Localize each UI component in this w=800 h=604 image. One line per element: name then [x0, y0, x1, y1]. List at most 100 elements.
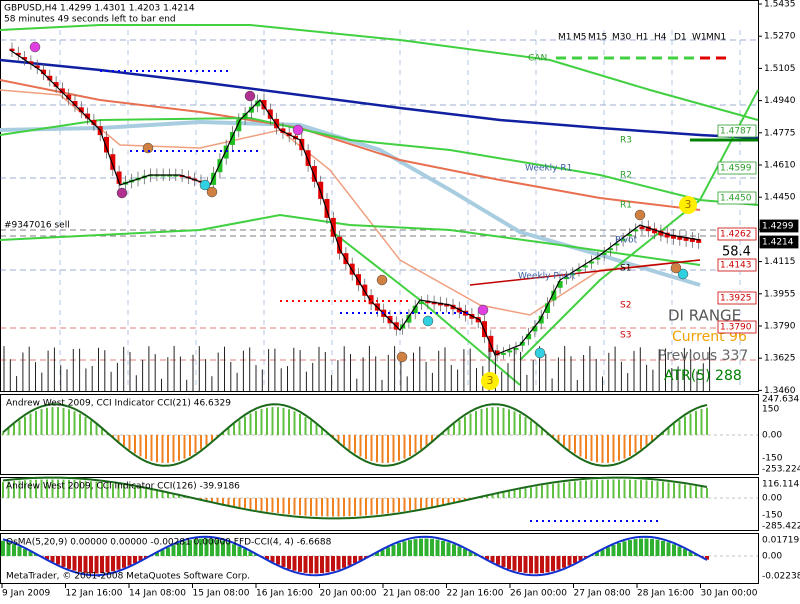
indicator-axis-label: 150 [762, 405, 779, 415]
dot-level [214, 150, 216, 152]
dot-level [394, 300, 396, 302]
candle-body [538, 315, 544, 324]
candle-body [658, 230, 664, 236]
dot-level [196, 70, 198, 72]
candle-body [664, 232, 670, 238]
dot-level [632, 520, 634, 522]
timeframe-button[interactable]: M1 [558, 33, 572, 43]
timeframe-button[interactable]: M15 [588, 33, 607, 43]
candle-body [519, 341, 525, 346]
candle-body [311, 166, 317, 182]
price-tag: 1.4214 [762, 238, 794, 248]
candle-body [223, 145, 229, 159]
dot-level [184, 70, 186, 72]
dot-level [220, 70, 222, 72]
candle-body [526, 333, 532, 340]
dot-level [310, 300, 312, 302]
r2-label: R2 [620, 171, 632, 181]
candle-body [211, 172, 217, 185]
candle-body [545, 303, 550, 313]
candle-body [337, 236, 343, 254]
timeframe-button[interactable]: M5 [573, 33, 587, 43]
range-title: DI RANGE [668, 307, 741, 325]
candle-body [28, 61, 34, 64]
dot-level [166, 70, 168, 72]
timeframe-button[interactable]: D1 [674, 33, 687, 43]
candle-body [22, 57, 28, 60]
price-label: 1.5435 [764, 0, 796, 10]
dot-level [584, 520, 586, 522]
price-tag: 1.4787 [720, 127, 752, 137]
dot-level [370, 300, 372, 302]
dot-level [424, 312, 426, 314]
dot-level [608, 520, 610, 522]
timeframe-button[interactable]: H4 [654, 33, 667, 43]
dot-level [292, 300, 294, 302]
indicator-title: Andrew West 2009, CCI Indicator CCI(21) … [6, 399, 231, 409]
candle-body [116, 171, 122, 184]
pivot-label: Pivot [615, 236, 638, 246]
footer: MetaTrader, © 2001-2008 MetaQuotes Softw… [6, 572, 250, 582]
dot-level [220, 150, 222, 152]
candle-body [419, 302, 424, 305]
dot-level [454, 312, 456, 314]
candle-body [551, 290, 557, 301]
candle-body [677, 235, 683, 240]
signal-marker [670, 262, 682, 274]
indicator-line [2, 535, 708, 577]
dot-level [136, 150, 138, 152]
dot-level [638, 520, 640, 522]
dot-level [448, 312, 450, 314]
dot-level [358, 312, 360, 314]
weekly-pivot-label: Weekly Pivot [518, 272, 576, 282]
timeframe-button[interactable]: MN1 [706, 33, 726, 43]
dot-level [418, 312, 420, 314]
dot-level [154, 150, 156, 152]
dot-level [554, 520, 556, 522]
signal-marker [477, 304, 489, 316]
indicator-axis-label: -150 [762, 511, 783, 521]
dot-level [202, 70, 204, 72]
dot-level [602, 520, 604, 522]
indicator-axis-label: 0.00 [762, 552, 782, 562]
candle-body [494, 350, 500, 356]
dot-level [124, 70, 126, 72]
dot-level [400, 300, 402, 302]
timeframe-button[interactable]: M30 [612, 33, 631, 43]
candle-body [639, 226, 645, 230]
dot-level [466, 312, 468, 314]
s2-label: S2 [620, 301, 631, 311]
candle-body [255, 100, 261, 107]
price-label: 1.4115 [764, 257, 796, 267]
candle-body [330, 217, 336, 237]
indicator-axis-label: 247.6345 [762, 395, 800, 405]
price-tag: 1.3790 [720, 323, 752, 333]
price-tag-box [717, 124, 757, 138]
dot-level [298, 300, 300, 302]
dot-level [430, 312, 432, 314]
cci21-frame [0, 394, 759, 475]
price-label: 1.4450 [764, 193, 796, 203]
wave-top: 3 [685, 198, 692, 211]
symbol-header: GBPUSD,H4 1.4299 1.4301 1.4203 1.4214 [4, 4, 195, 14]
candle-body [110, 154, 116, 170]
dot-level [208, 150, 210, 152]
time-label: 22 Jan 16:00 [447, 589, 504, 599]
time-label: 16 Jan 16:00 [256, 589, 313, 599]
candle-body [507, 350, 513, 353]
candle-body [72, 101, 78, 106]
dot-level [626, 520, 628, 522]
timeframe-button[interactable]: W1 [692, 33, 707, 43]
wave-marker [679, 196, 697, 214]
dot-level [184, 150, 186, 152]
chart-drawing [0, 24, 759, 577]
bar-timer: 58 minutes 49 seconds left to bar end [4, 15, 176, 25]
dot-level [346, 300, 348, 302]
dot-level [376, 312, 378, 314]
candle-body [343, 253, 349, 265]
ma-blue [0, 58, 759, 140]
cci126-frame [0, 477, 759, 531]
timeframe-button[interactable]: H1 [636, 33, 649, 43]
price-tag-box [717, 320, 757, 334]
dot-level [250, 150, 252, 152]
